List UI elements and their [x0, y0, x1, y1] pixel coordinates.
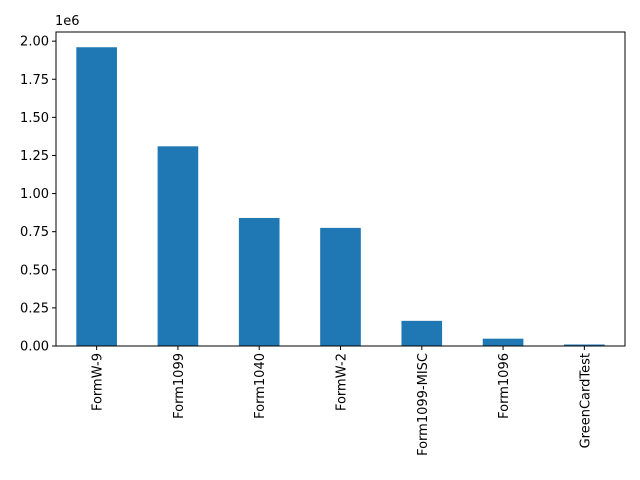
x-tick-label: GreenCardTest: [578, 353, 593, 448]
x-axis: FormW-9 Form1099 Form1040 FormW-2 Form1099-M…: [91, 346, 593, 456]
y-axis-offset-label: 1e6: [55, 14, 80, 29]
x-tick-label: Form1099-MISC: [416, 353, 431, 456]
y-tick-label: 1.75: [20, 73, 49, 88]
x-tick-label: FormW-2: [335, 353, 350, 411]
y-tick-label: 0.00: [20, 340, 49, 355]
plot-frame: [55, 31, 626, 347]
y-tick-label: 1.25: [20, 149, 49, 164]
y-tick-label: 0.75: [20, 225, 49, 240]
y-axis: 0.00 0.25 0.50 0.75 1.00 1.25 1.50 1.75 2.00: [20, 35, 56, 355]
y-tick-label: 0.50: [20, 263, 49, 278]
bar-formw-9: [76, 47, 117, 347]
x-tick-label: Form1096: [497, 353, 512, 419]
x-tick-label: Form1040: [253, 353, 268, 419]
bar-form1040: [238, 217, 280, 346]
bar-form1096: [482, 338, 524, 346]
bar-form1099-misc: [401, 320, 443, 346]
y-tick-label: 1.00: [20, 187, 49, 202]
bar-formw-2: [320, 227, 361, 346]
x-tick-label: FormW-9: [91, 353, 106, 411]
bars-group: [76, 47, 605, 347]
y-tick-label: 2.00: [20, 35, 49, 50]
x-tick-label: Form1099: [172, 353, 187, 419]
y-tick-label: 0.25: [20, 301, 49, 316]
y-tick-label: 1.50: [20, 111, 49, 126]
bar-greencardtest: [564, 344, 605, 346]
bar-form1099: [157, 146, 199, 346]
